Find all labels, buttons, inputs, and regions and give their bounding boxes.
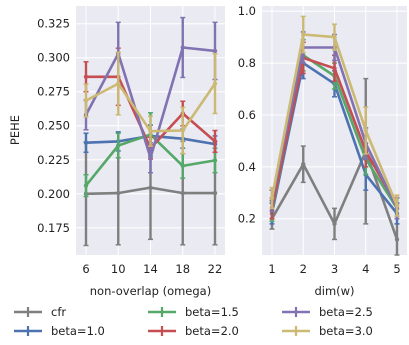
data-point: [180, 45, 185, 50]
series-beta-3-0: [269, 15, 400, 217]
right-y-tick-label: 0.4: [238, 160, 256, 174]
data-point: [394, 203, 400, 208]
legend-label: cfr: [51, 305, 66, 319]
left-panel: 0.175 0.200 0.225 0.250 0.275 0.300 0.325 6 10 1…: [8, 6, 225, 298]
right-x-tick-label: 2: [300, 262, 307, 276]
left-x-tick-label: 10: [111, 262, 126, 276]
left-x-tick-label: 6: [82, 262, 89, 276]
right-y-tick-label: 0.6: [238, 108, 256, 122]
legend-label: beta=1.0: [51, 324, 105, 338]
right-x-ticks: 1 2 3 4 5: [268, 262, 400, 276]
data-point: [332, 34, 337, 40]
data-point: [180, 163, 185, 169]
legend-item: beta=2.5: [282, 305, 373, 319]
data-point: [116, 143, 121, 148]
left-x-axis-label: non-overlap (omega): [90, 284, 211, 298]
legend-label: beta=3.0: [319, 324, 373, 338]
left-y-tick-label: 0.325: [37, 17, 70, 31]
data-point: [363, 128, 368, 133]
data-point: [116, 81, 121, 86]
left-y-tick-label: 0.175: [37, 221, 70, 235]
right-series: [269, 15, 400, 256]
left-y-tick-label: 0.200: [37, 187, 70, 201]
left-x-tick-label: 18: [175, 262, 190, 276]
data-point: [148, 155, 153, 160]
data-point: [212, 190, 218, 196]
data-point: [332, 66, 337, 71]
data-point: [212, 48, 218, 54]
left-y-axis-label: PEHE: [8, 115, 22, 145]
data-point: [301, 32, 306, 37]
data-point: [116, 190, 121, 196]
data-point: [83, 140, 89, 145]
right-y-tick-label: 1.0: [238, 4, 256, 18]
data-point: [180, 128, 185, 133]
left-series: [83, 16, 218, 247]
left-x-tick-label: 22: [208, 262, 223, 276]
data-point: [83, 74, 89, 79]
legend-item: beta=1.5: [148, 305, 239, 319]
legend-item: beta=1.0: [14, 324, 105, 338]
left-x-ticks: 6 10 14 18 22: [82, 262, 222, 276]
left-x-tick-label: 14: [143, 262, 158, 276]
legend-item: cfr: [14, 305, 66, 319]
legend-label: beta=1.5: [185, 305, 239, 319]
data-point: [269, 195, 275, 201]
series-beta-3-0: [83, 51, 218, 155]
left-y-ticks: 0.175 0.200 0.225 0.250 0.275 0.300 0.325: [37, 17, 70, 235]
data-point: [83, 98, 89, 103]
right-x-axis-label: dim(w): [314, 284, 354, 298]
left-y-tick-label: 0.225: [37, 153, 70, 167]
data-point: [180, 190, 185, 196]
data-point: [332, 221, 337, 227]
legend-item: beta=3.0: [282, 324, 373, 338]
data-point: [212, 158, 218, 163]
data-point: [148, 128, 153, 134]
right-panel: 0.2 0.4 0.6 0.8 1.0 1 2 3 4 5 dim(w): [238, 4, 407, 298]
right-y-ticks: 0.2 0.4 0.6 0.8 1.0: [238, 4, 256, 226]
legend-label: beta=2.0: [185, 324, 239, 338]
right-y-tick-label: 0.2: [238, 212, 256, 226]
data-point: [83, 183, 89, 188]
left-y-tick-label: 0.275: [37, 85, 70, 99]
left-y-tick-label: 0.300: [37, 51, 70, 65]
legend-label: beta=2.5: [319, 305, 373, 319]
right-x-tick-label: 1: [268, 262, 275, 276]
data-point: [212, 139, 218, 144]
right-x-tick-label: 3: [331, 262, 338, 276]
legend: cfr beta=1.5 beta=2.5 beta=1.0 beta=2.0 beta=…: [14, 305, 373, 338]
right-y-tick-label: 0.8: [238, 56, 256, 70]
right-x-tick-label: 4: [362, 262, 369, 276]
legend-item: beta=2.0: [148, 324, 239, 338]
data-point: [212, 81, 218, 86]
left-y-tick-label: 0.250: [37, 119, 70, 133]
data-point: [148, 185, 153, 190]
right-x-tick-label: 5: [393, 262, 400, 276]
data-point: [394, 237, 400, 242]
data-point: [301, 162, 306, 167]
